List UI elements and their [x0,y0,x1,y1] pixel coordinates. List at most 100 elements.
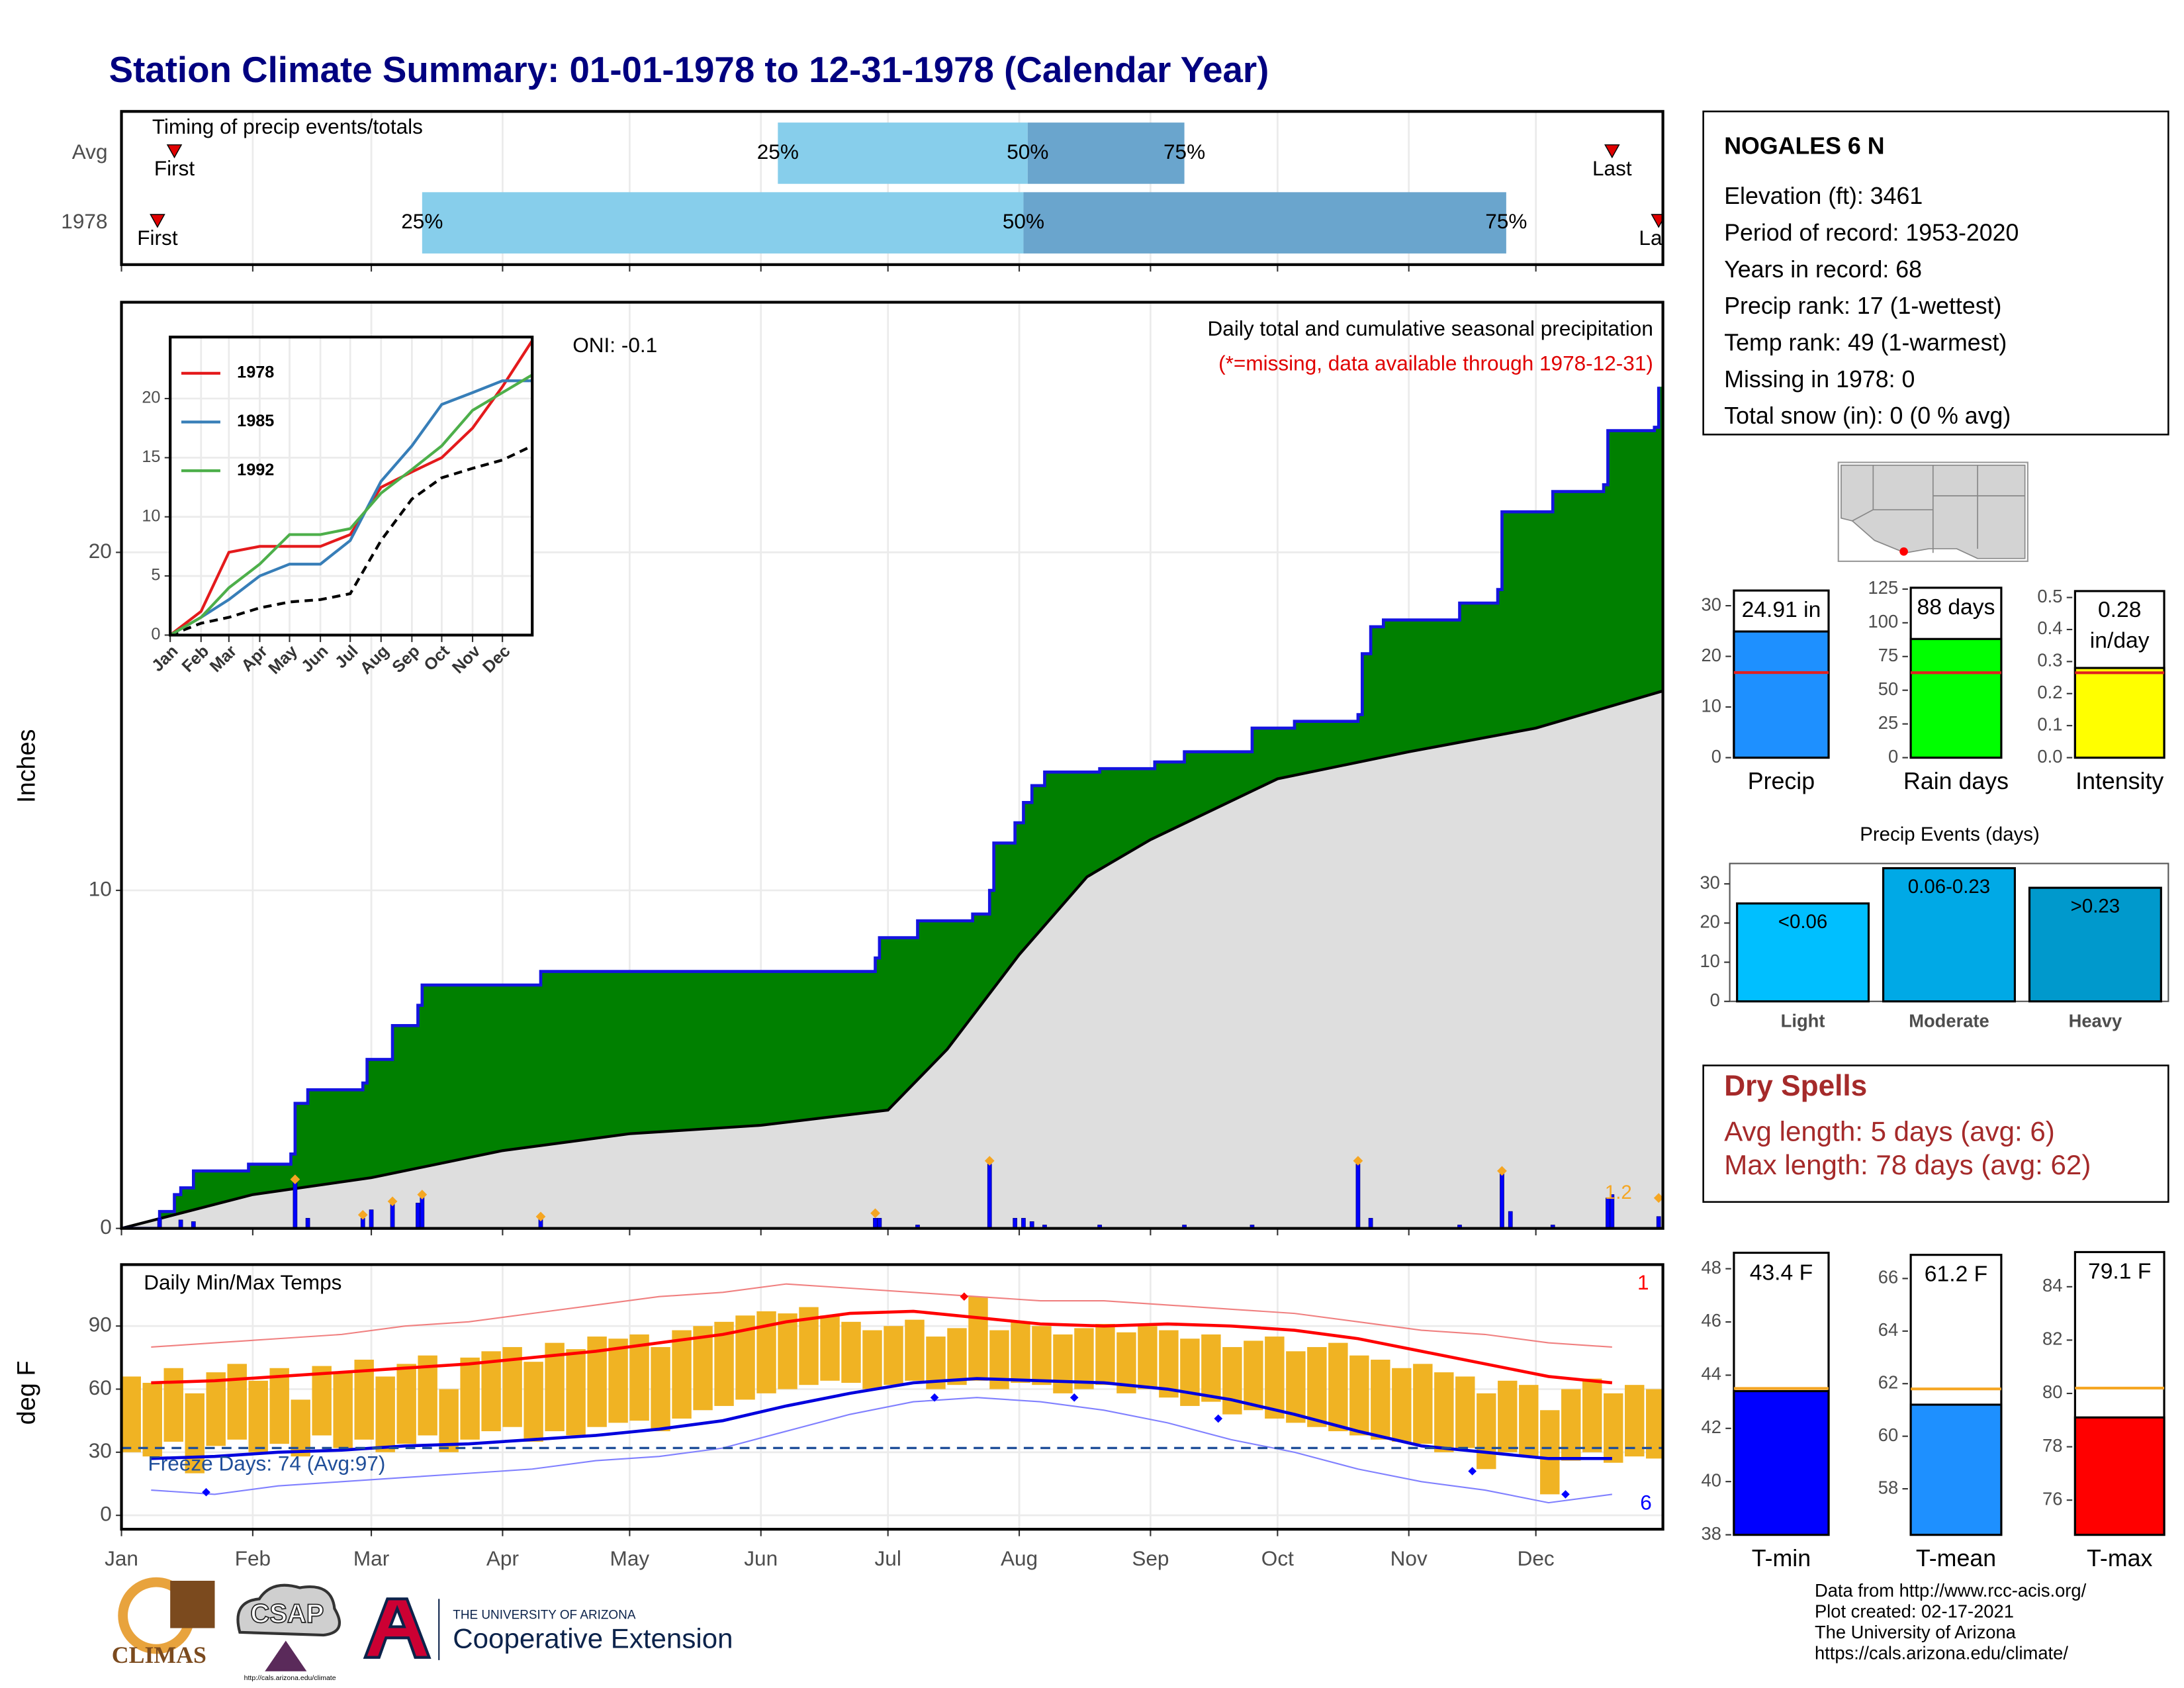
temp-range-bar [206,1372,226,1446]
temp-range-bar [1477,1393,1496,1470]
y-tick-label: 0.1 [2037,714,2062,734]
logo-url: http://cals.arizona.edu/climate [244,1674,336,1682]
value-label-box: 79.1 F [2087,1260,2152,1284]
row-label: 1978 [61,209,107,233]
avg-max-line [151,1309,1613,1385]
temp-range-bar [1011,1321,1030,1383]
bar [2073,1416,2165,1536]
series-line [170,373,533,635]
y-tick-label: 0 [1710,990,1720,1010]
cumulative-line [121,387,1661,1229]
station-line: Missing in 1978: 0 [1724,366,1915,393]
daily-bar [1021,1217,1026,1229]
value-label: 88 days [1917,596,1995,620]
series-line [170,340,533,635]
y-tick-label: 75 [1878,645,1898,665]
y-tick-label: 5 [151,566,160,585]
temp-range-bar [1201,1334,1221,1402]
quartile-label: 50% [1007,140,1048,164]
daily-bar [877,1217,882,1229]
quartile-label: 25% [401,209,443,233]
temp-range-bar [1159,1330,1179,1398]
daily-bar [360,1217,365,1229]
quartile-bar [422,192,1024,254]
avg-min-line [151,1377,1612,1460]
temp-range-bar [1371,1360,1390,1440]
y-tick-label: 0 [1888,746,1898,767]
y-tick-label: 64 [1878,1319,1898,1340]
record-marker [202,1487,210,1497]
legend-label: 1985 [237,412,274,430]
daily-bar [1355,1164,1361,1229]
chart-subtitle: (*=missing, data available through 1978-… [1218,352,1653,375]
record-marker [1069,1393,1079,1402]
y-tick-label: 66 [1878,1267,1898,1288]
dry-spells-line: Max length: 78 days (avg: 62) [1724,1149,2091,1180]
record-marker [1214,1414,1223,1423]
x-tick-label: Apr [486,1546,519,1570]
y-tick-label: 20 [1702,645,1721,665]
x-tick-label: Oct [1261,1546,1294,1570]
y-tick-label: 20 [89,539,112,563]
y-tick-label: 62 [1878,1372,1898,1392]
station-line: Years in record: 68 [1724,256,1922,283]
temp-range-bar [608,1338,628,1423]
y-tick-label: 15 [142,447,160,466]
y-tick-label: 60 [89,1376,112,1399]
y-tick-label: 0 [1711,746,1721,767]
bar [1736,902,1870,1003]
event-marker [1604,144,1620,159]
value-label: 79.1 F [2087,1260,2152,1284]
x-tick-label: Light [1781,1011,1825,1031]
temp-range-bar [1455,1376,1475,1448]
bin-label: <0.06 [1778,911,1828,933]
marker-label: First [137,226,178,250]
logo-text: CSAP [250,1599,324,1628]
y-tick-label: 20 [1700,912,1719,932]
y-tick-label: 58 [1878,1477,1898,1497]
rec-max-line [151,1283,1612,1348]
bar [1909,1403,2003,1536]
bar [2028,886,2162,1003]
daily-bar [915,1225,920,1229]
record-label: 1.2 [1605,1182,1632,1203]
station-line: Total snow (in): 0 (0 % avg) [1724,402,2011,429]
bar [1733,630,1830,759]
value-label-box: 24.91 in [1742,599,1821,623]
panel-frame [120,110,1664,266]
temp-range-bar [1582,1378,1602,1452]
y-tick-label: 0.4 [2037,618,2062,638]
temp-range-bar [1053,1334,1073,1393]
temp-range-bar [354,1360,374,1440]
daily-bar [1508,1211,1513,1229]
y-tick-label: 10 [1700,951,1719,971]
record-marker [1353,1156,1363,1166]
daily-bar [1013,1217,1018,1229]
daily-bar [1368,1217,1373,1229]
marker-label: First [154,156,195,180]
temp-range-bar [1032,1326,1052,1385]
temp-range-bar [1222,1346,1242,1415]
legend-label: 1992 [237,461,274,479]
daily-bar [1500,1170,1504,1229]
temp-range-bar [905,1319,925,1381]
temp-range-bar [248,1380,268,1452]
temp-range-bar [841,1321,861,1383]
bar [1909,637,2003,759]
y-tick-label: 84 [2042,1275,2062,1295]
temp-range-bar [523,1362,543,1442]
temp-panel: Daily Min/Max Temps Freeze Days: 74 (Avg:… [121,1264,1663,1530]
y-axis-label: Inches [13,729,41,803]
average-area [121,690,1663,1229]
temp-range-bar [1540,1410,1560,1495]
ua-logo [363,1597,432,1659]
legend-label: 1978 [237,363,274,382]
dry-spells-line: Avg length: 5 days (avg: 6) [1724,1116,2055,1147]
temp-range-bar [778,1313,797,1389]
x-tick-label: Heavy [2069,1011,2122,1031]
quartile-bar [778,122,1028,184]
y-tick-label: 80 [2042,1382,2062,1402]
station-dot [1899,547,1908,556]
event-marker [150,214,165,228]
